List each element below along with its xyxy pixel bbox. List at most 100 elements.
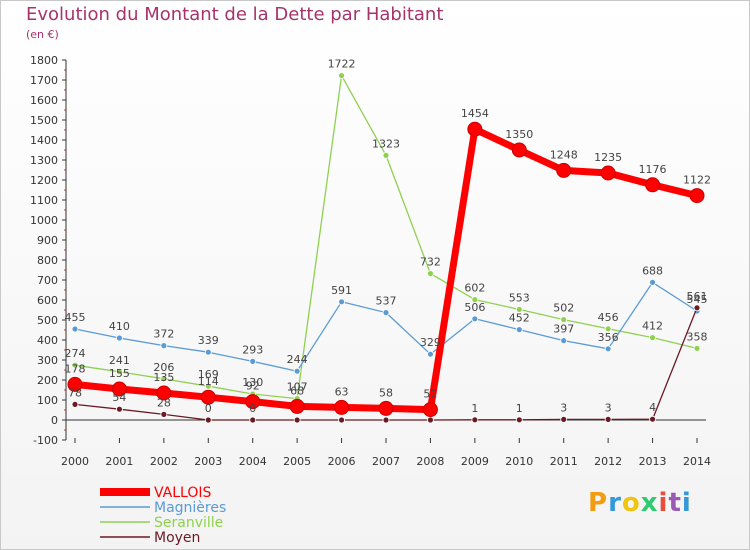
data-label-seranville: 358 xyxy=(687,330,708,343)
data-point-vallois xyxy=(511,142,527,158)
data-label-moyen: 3 xyxy=(605,401,612,414)
data-label-seranville: 502 xyxy=(553,302,574,315)
data-label-magnières: 452 xyxy=(509,312,530,325)
data-point-seranville xyxy=(71,361,79,369)
y-tick-label: 1700 xyxy=(30,74,58,87)
data-label-seranville: 206 xyxy=(153,361,174,374)
data-point-moyen xyxy=(160,410,168,418)
data-label-magnières: 356 xyxy=(598,331,619,344)
axes: -100010020030040050060070080090010001100… xyxy=(30,54,711,468)
data-label-magnières: 293 xyxy=(242,343,263,356)
data-point-moyen xyxy=(338,416,345,424)
data-label-magnières: 591 xyxy=(331,284,352,297)
x-tick-label: 2007 xyxy=(372,455,400,468)
logo-letter: o xyxy=(621,488,641,518)
data-label-seranville: 412 xyxy=(642,320,663,333)
data-label-seranville: 553 xyxy=(509,291,530,304)
data-label-magnières: 506 xyxy=(464,301,485,314)
data-point-vallois xyxy=(289,398,305,414)
data-label-seranville: 732 xyxy=(420,256,441,269)
data-point-vallois xyxy=(67,376,83,392)
x-tick-label: 2008 xyxy=(416,455,444,468)
data-point-moyen xyxy=(560,415,568,423)
y-tick-label: 1800 xyxy=(30,54,58,67)
logo-letter: x xyxy=(640,488,659,518)
data-label-magnières: 397 xyxy=(553,323,574,336)
x-tick-label: 2000 xyxy=(61,455,89,468)
data-label-vallois: 63 xyxy=(335,385,349,398)
x-tick-label: 2009 xyxy=(461,455,489,468)
y-tick-label: 0 xyxy=(51,414,58,427)
data-point-magnières xyxy=(427,350,434,358)
data-point-magnières xyxy=(249,357,257,365)
data-label-vallois: 135 xyxy=(153,371,174,384)
data-point-moyen xyxy=(249,416,257,424)
data-label-seranville: 1722 xyxy=(328,58,356,71)
data-label-magnières: 410 xyxy=(109,320,130,333)
data-label-moyen: 561 xyxy=(687,290,708,303)
data-point-magnières xyxy=(560,337,568,345)
data-point-moyen xyxy=(382,416,390,424)
logo-letter: i xyxy=(681,488,692,518)
data-point-seranville xyxy=(427,270,434,278)
data-point-magnières xyxy=(204,348,212,356)
data-point-magnières xyxy=(471,315,479,323)
data-label-moyen: 28 xyxy=(157,396,171,409)
data-label-magnières: 537 xyxy=(376,295,397,308)
data-point-moyen xyxy=(427,416,434,424)
legend-label: Moyen xyxy=(154,530,200,546)
data-label-seranville: 1323 xyxy=(372,137,400,150)
x-tick-label: 2003 xyxy=(194,455,222,468)
y-tick-label: 900 xyxy=(37,234,58,247)
logo-letter: r xyxy=(608,488,622,518)
data-label-moyen: 0 xyxy=(249,402,256,415)
data-label-vallois: 1235 xyxy=(594,151,622,164)
data-label-moyen: 0 xyxy=(205,402,212,415)
data-label-vallois: 1176 xyxy=(639,163,667,176)
data-label-vallois: 68 xyxy=(290,384,304,397)
data-label-moyen: 78 xyxy=(68,386,82,399)
data-label-moyen: 54 xyxy=(112,391,126,404)
data-point-vallois xyxy=(111,381,127,397)
logo-letter: i xyxy=(658,488,669,518)
data-point-seranville xyxy=(515,305,523,313)
x-tick-label: 2013 xyxy=(639,455,667,468)
series-lines xyxy=(67,72,705,424)
legend-label: VALLOIS xyxy=(154,485,212,501)
y-tick-label: 1200 xyxy=(30,174,58,187)
data-point-seranville xyxy=(204,382,212,390)
y-tick-label: 700 xyxy=(37,274,58,287)
data-point-vallois xyxy=(245,394,261,410)
x-tick-label: 2004 xyxy=(239,455,267,468)
data-point-magnières xyxy=(116,334,123,342)
data-label-seranville: 456 xyxy=(598,311,619,324)
chart-subtitle: (en €) xyxy=(26,28,59,41)
data-label-magnières: 244 xyxy=(287,353,308,366)
y-tick-label: -100 xyxy=(33,434,58,447)
data-label-moyen: 1 xyxy=(516,402,523,415)
data-label-vallois: 114 xyxy=(198,375,219,388)
data-label-magnières: 545 xyxy=(687,293,708,306)
data-label-magnières: 372 xyxy=(153,328,174,341)
y-tick-label: 600 xyxy=(37,294,58,307)
data-point-moyen xyxy=(116,405,123,413)
data-point-magnières xyxy=(649,278,656,286)
data-point-moyen xyxy=(693,304,701,312)
data-point-seranville xyxy=(160,375,168,383)
x-tick-label: 2001 xyxy=(105,455,133,468)
data-point-magnières xyxy=(382,309,390,317)
data-point-seranville xyxy=(649,334,656,342)
data-label-seranville: 241 xyxy=(109,354,130,367)
data-label-seranville: 274 xyxy=(65,347,86,360)
data-point-vallois xyxy=(467,121,483,137)
y-tick-label: 400 xyxy=(37,334,58,347)
data-point-magnières xyxy=(293,367,301,375)
data-point-seranville xyxy=(338,72,345,79)
data-point-moyen xyxy=(293,416,301,424)
data-label-moyen: 1 xyxy=(471,402,478,415)
data-point-magnières xyxy=(338,298,345,306)
data-point-moyen xyxy=(204,416,212,424)
data-label-vallois: 1248 xyxy=(550,148,578,161)
